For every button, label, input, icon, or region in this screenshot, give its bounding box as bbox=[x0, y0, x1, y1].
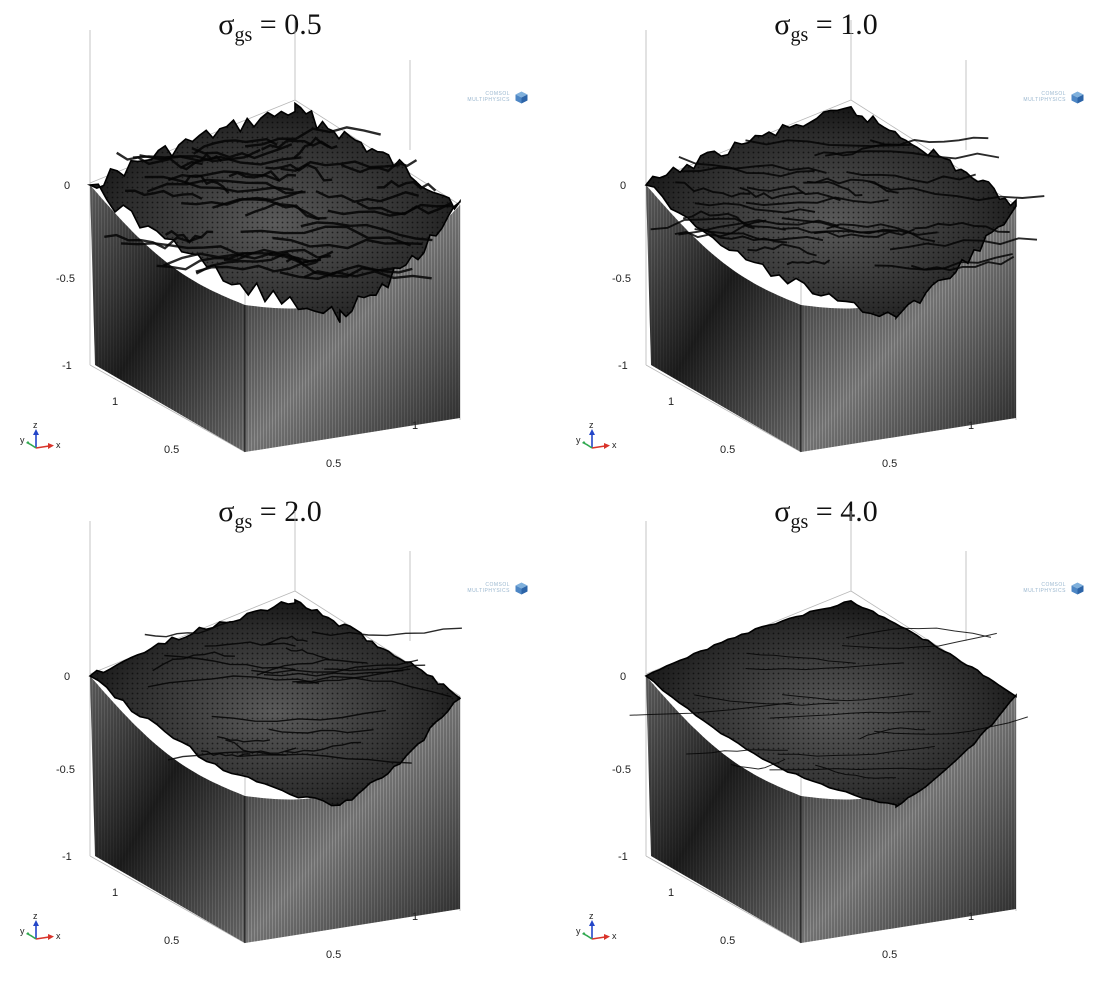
comsol-logo: COMSOL MULTIPHYSICS bbox=[452, 581, 532, 597]
y-tick-label: 0.5 bbox=[720, 444, 736, 456]
x-tick-label: 1 bbox=[968, 420, 975, 432]
logo-cube-icon bbox=[515, 582, 528, 595]
panel-title: σgs = 1.0 bbox=[556, 8, 1096, 47]
logo-cube-icon bbox=[1071, 91, 1084, 104]
panel-sigma-1-0: σgs = 1.0 0 -0.5 -1 1 0.5 1 0.5 COMSOL MULTIPHYSI… bbox=[556, 0, 1112, 491]
sigma-subscript: gs bbox=[790, 511, 809, 533]
y-tick-label: 1 bbox=[668, 887, 675, 899]
z-tick-label: 0 bbox=[620, 180, 627, 192]
z-tick-label: -1 bbox=[618, 851, 628, 863]
z-tick-label: -1 bbox=[62, 360, 72, 372]
surface-plot bbox=[644, 20, 1045, 453]
triad-x-label: x bbox=[56, 931, 61, 941]
equals-sign: = bbox=[252, 8, 285, 41]
surface-plot bbox=[86, 20, 461, 453]
z-tick-label: -0.5 bbox=[56, 273, 75, 285]
axis-triad-arrows bbox=[582, 920, 610, 940]
z-tick-label: -1 bbox=[62, 851, 72, 863]
triad-z-label: z bbox=[589, 911, 594, 921]
sigma-symbol: σ bbox=[774, 495, 791, 528]
logo-line1: COMSOL bbox=[1041, 582, 1066, 588]
panel-sigma-4-0: σgs = 4.0 0 -0.5 -1 1 0.5 1 0.5 COMSOL MULTIPHYSI… bbox=[556, 491, 1112, 982]
panel-title: σgs = 4.0 bbox=[556, 495, 1096, 534]
x-tick-label: 1 bbox=[412, 911, 419, 923]
y-tick-label: 0.5 bbox=[720, 935, 736, 947]
z-tick-label: -0.5 bbox=[56, 764, 75, 776]
sigma-symbol: σ bbox=[774, 8, 791, 41]
surface-plot bbox=[88, 511, 462, 944]
x-tick-label: 1 bbox=[412, 420, 419, 432]
z-tick-label: 0 bbox=[620, 671, 627, 683]
comsol-logo: COMSOL MULTIPHYSICS bbox=[452, 90, 532, 106]
sigma-value: 4.0 bbox=[840, 495, 878, 528]
axis-triad-arrows bbox=[582, 429, 610, 449]
logo-line1: COMSOL bbox=[485, 91, 510, 97]
x-tick-label: 0.5 bbox=[882, 949, 898, 961]
sigma-subscript: gs bbox=[234, 24, 253, 46]
equals-sign: = bbox=[252, 495, 285, 528]
sigma-subscript: gs bbox=[790, 24, 809, 46]
panel-title: σgs = 0.5 bbox=[0, 8, 540, 47]
logo-line2: MULTIPHYSICS bbox=[467, 588, 510, 594]
panel-sigma-2-0: σgs = 2.0 0 -0.5 -1 1 0.5 1 0.5 COMSOL MULTIPHYSI… bbox=[0, 491, 556, 982]
triad-x-label: x bbox=[612, 931, 617, 941]
comsol-logo: COMSOL MULTIPHYSICS bbox=[1008, 90, 1088, 106]
equals-sign: = bbox=[808, 495, 841, 528]
z-tick-label: 0 bbox=[64, 180, 71, 192]
panel-title: σgs = 2.0 bbox=[0, 495, 540, 534]
x-tick-label: 0.5 bbox=[326, 458, 342, 470]
z-tick-label: -0.5 bbox=[612, 273, 631, 285]
triad-x-label: x bbox=[612, 440, 617, 450]
triad-z-label: z bbox=[589, 420, 594, 430]
y-tick-label: 1 bbox=[668, 396, 675, 408]
triad-z-label: z bbox=[33, 911, 38, 921]
logo-line1: COMSOL bbox=[1041, 91, 1066, 97]
triad-z-label: z bbox=[33, 420, 38, 430]
triad-y-label: y bbox=[576, 435, 581, 445]
triad-x-label: x bbox=[56, 440, 61, 450]
triad-y-label: y bbox=[20, 435, 25, 445]
y-tick-label: 1 bbox=[112, 887, 119, 899]
logo-cube-icon bbox=[1071, 582, 1084, 595]
z-tick-label: 0 bbox=[64, 671, 71, 683]
triad-y-label: y bbox=[20, 926, 25, 936]
z-tick-label: -1 bbox=[618, 360, 628, 372]
logo-line1: COMSOL bbox=[485, 582, 510, 588]
logo-line2: MULTIPHYSICS bbox=[467, 97, 510, 103]
sigma-symbol: σ bbox=[218, 8, 235, 41]
comsol-logo: COMSOL MULTIPHYSICS bbox=[1008, 581, 1088, 597]
logo-line2: MULTIPHYSICS bbox=[1023, 588, 1066, 594]
z-tick-label: -0.5 bbox=[612, 764, 631, 776]
surface-plot bbox=[629, 511, 1028, 944]
logo-line2: MULTIPHYSICS bbox=[1023, 97, 1066, 103]
sigma-symbol: σ bbox=[218, 495, 235, 528]
sigma-subscript: gs bbox=[234, 511, 253, 533]
x-tick-label: 0.5 bbox=[326, 949, 342, 961]
axis-triad-arrows bbox=[26, 920, 54, 940]
axis-triad-arrows bbox=[26, 429, 54, 449]
y-tick-label: 0.5 bbox=[164, 444, 180, 456]
sigma-value: 0.5 bbox=[284, 8, 322, 41]
sigma-value: 2.0 bbox=[284, 495, 322, 528]
y-tick-label: 1 bbox=[112, 396, 119, 408]
logo-cube-icon bbox=[515, 91, 528, 104]
x-tick-label: 1 bbox=[968, 911, 975, 923]
y-tick-label: 0.5 bbox=[164, 935, 180, 947]
x-tick-label: 0.5 bbox=[882, 458, 898, 470]
triad-y-label: y bbox=[576, 926, 581, 936]
equals-sign: = bbox=[808, 8, 841, 41]
sigma-value: 1.0 bbox=[840, 8, 878, 41]
panel-sigma-0-5: σgs = 0.5 0 -0.5 -1 1 0.5 1 0.5 COMSOL MULTIPHYSI… bbox=[0, 0, 556, 491]
